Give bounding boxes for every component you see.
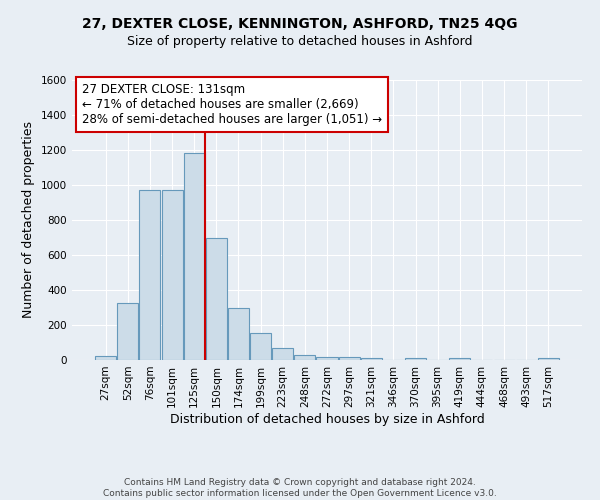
Bar: [184, 154, 205, 360]
Bar: [139, 190, 160, 360]
Bar: [405, 358, 426, 360]
Bar: [118, 303, 139, 360]
Bar: [161, 190, 182, 360]
Text: 27, DEXTER CLOSE, KENNINGTON, ASHFORD, TN25 4QG: 27, DEXTER CLOSE, KENNINGTON, ASHFORD, T…: [82, 18, 518, 32]
Bar: [295, 355, 316, 360]
Bar: [449, 358, 470, 360]
Bar: [538, 358, 559, 360]
Bar: [250, 333, 271, 360]
Bar: [206, 238, 227, 360]
Bar: [228, 308, 249, 360]
Bar: [338, 358, 359, 360]
Bar: [361, 358, 382, 360]
Text: Contains HM Land Registry data © Crown copyright and database right 2024.
Contai: Contains HM Land Registry data © Crown c…: [103, 478, 497, 498]
Bar: [316, 356, 338, 360]
Text: 27 DEXTER CLOSE: 131sqm
← 71% of detached houses are smaller (2,669)
28% of semi: 27 DEXTER CLOSE: 131sqm ← 71% of detache…: [82, 83, 382, 126]
X-axis label: Distribution of detached houses by size in Ashford: Distribution of detached houses by size …: [170, 412, 484, 426]
Bar: [272, 348, 293, 360]
Y-axis label: Number of detached properties: Number of detached properties: [22, 122, 35, 318]
Bar: [95, 356, 116, 360]
Text: Size of property relative to detached houses in Ashford: Size of property relative to detached ho…: [127, 35, 473, 48]
